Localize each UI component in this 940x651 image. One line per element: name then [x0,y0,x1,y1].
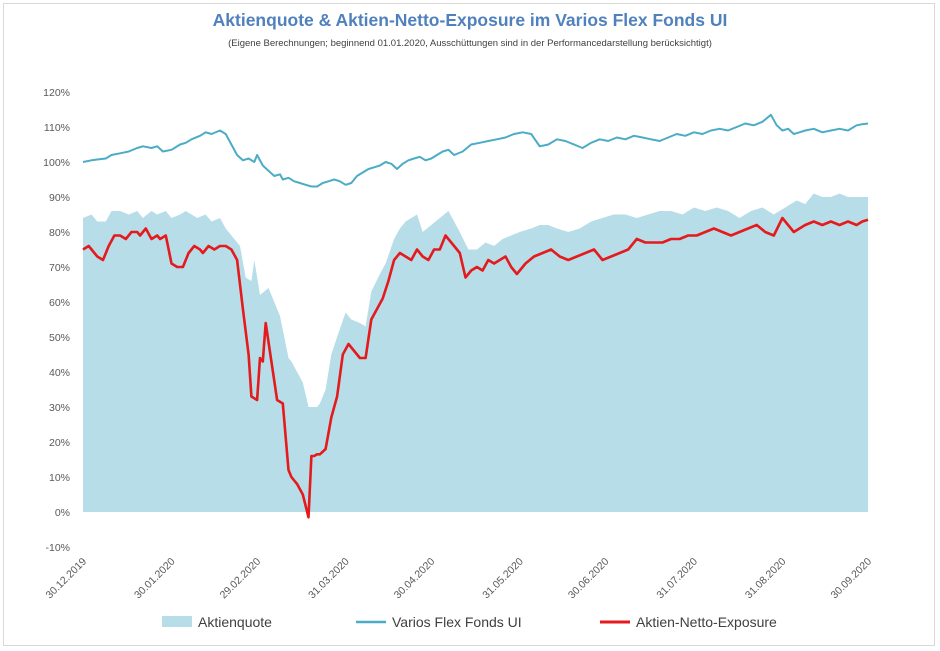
y-tick-label: 110% [44,122,70,134]
y-tick-label: -10% [45,542,70,554]
x-tick-label: 30.01.2020 [132,556,178,602]
x-tick-label: 31.08.2020 [743,556,789,602]
x-tick-label: 31.07.2020 [654,556,700,602]
y-tick-label: 90% [49,192,70,204]
y-tick-label: 80% [49,227,70,239]
x-tick-label: 30.09.2020 [828,556,874,602]
chart-subtitle: (Eigene Berechnungen; beginnend 01.01.20… [228,38,712,49]
y-tick-label: 50% [49,332,70,344]
y-tick-label: 60% [49,297,70,309]
y-tick-label: 120% [43,87,70,99]
x-tick-label: 30.04.2020 [392,556,438,602]
y-tick-label: 70% [49,262,70,274]
x-tick-label: 31.03.2020 [306,556,352,602]
legend-swatch-aktienquote [162,616,192,627]
series-line-aktien-netto-exposure [82,216,869,519]
chart-title: Aktienquote & Aktien-Netto-Exposure im V… [212,10,728,30]
series-area-aktienquote [83,193,868,512]
legend-label: Varios Flex Fonds UI [392,614,522,630]
x-tick-label: 29.02.2020 [218,556,264,602]
legend-label: Aktien-Netto-Exposure [636,614,777,630]
y-tick-label: 40% [49,367,70,379]
y-tick-label: 10% [49,472,70,484]
y-tick-label: 0% [55,507,70,519]
series-line-varios-flex-fonds [82,113,869,188]
x-tick-label: 30.06.2020 [566,556,612,602]
legend-label: Aktienquote [198,614,272,630]
y-tick-label: 100% [43,157,70,169]
x-tick-label: 30.12.2019 [43,556,89,602]
y-tick-label: 30% [49,402,70,414]
y-tick-label: 20% [49,437,70,449]
x-tick-label: 31.05.2020 [480,556,526,602]
chart-frame [3,3,935,646]
